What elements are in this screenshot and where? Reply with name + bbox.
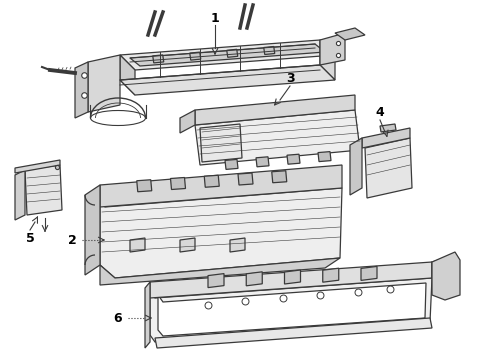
Polygon shape [323,268,339,282]
Polygon shape [15,170,25,220]
Polygon shape [256,157,269,167]
Polygon shape [335,28,365,40]
Polygon shape [365,138,412,198]
Polygon shape [287,154,300,164]
Polygon shape [238,173,253,185]
Polygon shape [158,283,426,336]
Polygon shape [130,238,145,252]
Polygon shape [171,177,186,189]
Polygon shape [100,165,342,207]
Polygon shape [264,46,275,54]
Polygon shape [361,266,377,280]
Polygon shape [150,262,432,298]
Polygon shape [155,318,432,348]
Polygon shape [25,165,62,215]
Polygon shape [432,258,445,282]
Polygon shape [225,159,238,170]
Polygon shape [88,55,120,112]
Polygon shape [100,188,342,278]
Polygon shape [190,52,201,60]
Polygon shape [120,55,135,95]
Text: 4: 4 [376,105,384,118]
Text: 1: 1 [211,12,220,24]
Polygon shape [227,49,238,57]
Polygon shape [204,175,219,187]
Polygon shape [150,278,432,342]
Polygon shape [15,160,60,173]
Polygon shape [120,40,335,70]
Polygon shape [75,62,88,118]
Polygon shape [380,124,396,132]
Polygon shape [180,238,195,252]
Polygon shape [195,110,360,165]
Polygon shape [320,40,335,80]
Polygon shape [180,110,195,133]
Text: 3: 3 [286,72,294,85]
Polygon shape [320,33,345,65]
Polygon shape [350,138,362,195]
Polygon shape [85,185,100,275]
Polygon shape [130,44,325,66]
Polygon shape [100,258,340,285]
Text: 2: 2 [68,234,76,247]
Polygon shape [285,270,300,284]
Polygon shape [432,252,460,300]
Polygon shape [246,272,262,286]
Polygon shape [318,152,331,162]
Polygon shape [230,238,245,252]
Polygon shape [153,55,164,63]
Polygon shape [362,128,410,148]
Polygon shape [137,180,152,192]
Polygon shape [195,95,355,125]
Polygon shape [120,65,335,95]
Text: 5: 5 [25,231,34,244]
Polygon shape [145,282,150,348]
Text: 6: 6 [114,311,122,324]
Polygon shape [272,171,287,183]
Polygon shape [208,274,224,288]
Polygon shape [200,124,242,162]
